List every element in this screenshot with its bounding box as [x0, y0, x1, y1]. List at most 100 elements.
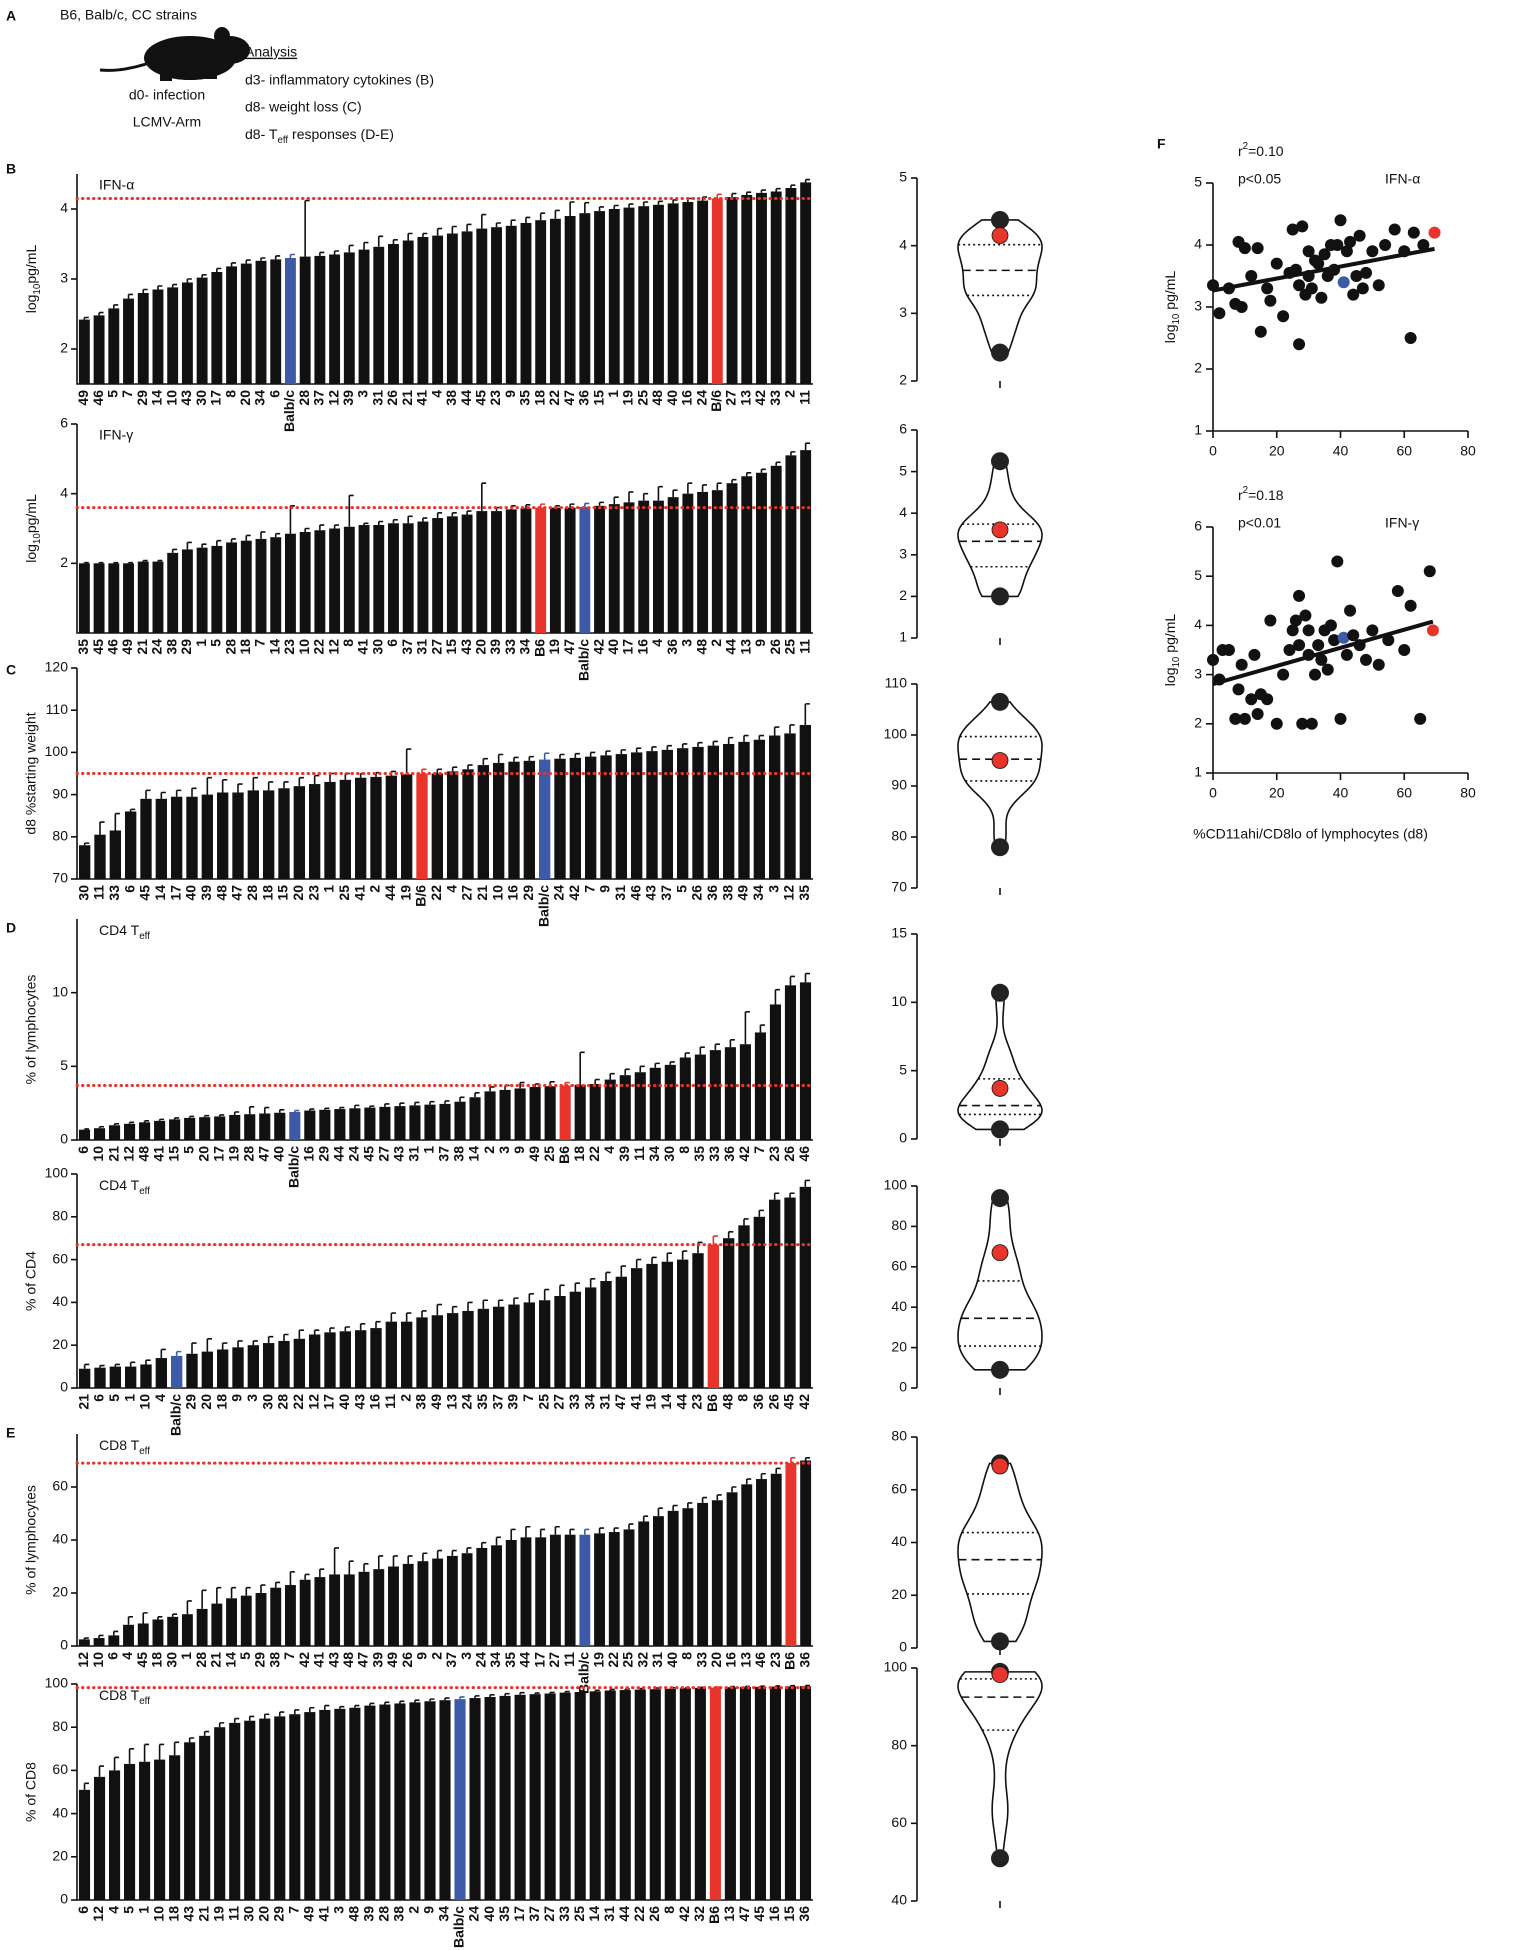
x-tick-label: 40: [481, 1906, 497, 1922]
x-tick-label: 36: [721, 1146, 737, 1162]
mouse-tail: [99, 62, 147, 72]
scatter-point: [1350, 270, 1363, 282]
scatter-point: [1293, 338, 1306, 351]
x-tick-label: 8: [222, 390, 238, 398]
error-bar: [278, 1109, 285, 1113]
bar: [170, 796, 183, 879]
error-bar: [513, 1297, 519, 1305]
x-tick-label: 44: [616, 1906, 632, 1922]
bar: [604, 1079, 616, 1140]
violin-extreme-dot: [991, 210, 1009, 229]
error-bar: [451, 766, 458, 772]
x-tick-label: 7: [119, 390, 135, 398]
bar: [152, 561, 164, 633]
violin-extreme-dot: [991, 587, 1009, 606]
error-bar: [549, 1691, 555, 1694]
error-bar: [313, 774, 320, 785]
error-bar: [399, 1700, 405, 1704]
error-bar: [467, 764, 473, 770]
bar: [574, 1691, 586, 1900]
bar: [339, 1331, 352, 1388]
x-tick-label: 43: [178, 390, 194, 406]
error-bar: [681, 1250, 688, 1260]
error-bar: [482, 1299, 488, 1309]
bar: [646, 1263, 658, 1388]
error-bar: [519, 1691, 525, 1695]
bar: [416, 1317, 428, 1388]
scatter-point: [1340, 245, 1353, 258]
error-bar: [407, 232, 413, 241]
x-tick-label: 8: [676, 1146, 692, 1154]
bar: [385, 1321, 398, 1388]
violin-extreme-dot: [991, 1189, 1009, 1208]
x-tick-label: 26: [646, 1906, 662, 1922]
bar: [78, 1368, 91, 1388]
error-bar: [274, 532, 281, 538]
bar: [400, 774, 413, 879]
error-bar: [429, 1100, 435, 1105]
x-tick-label: 34: [750, 885, 766, 901]
error-bar: [789, 1192, 795, 1198]
bar: [214, 1116, 226, 1140]
bar: [262, 790, 275, 879]
error-bar: [672, 199, 678, 204]
bar: [784, 1197, 796, 1388]
x-tick-label: 25: [634, 390, 650, 406]
bar: [78, 1639, 90, 1646]
bar: [634, 1072, 646, 1140]
violin-highlight-dot: [991, 752, 1009, 769]
error-bar: [605, 1271, 611, 1281]
scatter-point: [1426, 624, 1439, 637]
bar: [638, 1521, 650, 1646]
bar: [559, 1692, 571, 1900]
x-tick-label: 29: [316, 1146, 332, 1162]
x-tick-label: 14: [266, 639, 282, 655]
error-bar: [324, 1704, 330, 1710]
bar: [78, 845, 91, 879]
x-tick-label: 44: [723, 639, 739, 655]
x-tick-label: 5: [208, 639, 224, 647]
x-tick-label: B6: [782, 1652, 798, 1670]
error-bar: [804, 442, 811, 451]
violin-highlight-dot: [991, 227, 1009, 244]
x-tick-label: 23: [305, 885, 321, 901]
bar: [741, 476, 753, 633]
error-bar: [620, 749, 626, 755]
error-bar: [191, 1342, 197, 1354]
x-tick-label: 1: [178, 1652, 194, 1660]
bar: [385, 775, 398, 879]
bar: [289, 1112, 301, 1140]
x-tick-label: 41: [311, 1652, 327, 1668]
x-tick-label: 48: [649, 390, 665, 406]
bar: [274, 1112, 286, 1140]
bar: [579, 1534, 591, 1646]
bar: [505, 225, 517, 384]
error-bar: [293, 1109, 300, 1113]
x-tick-label: 30: [193, 390, 209, 406]
bar: [661, 1261, 674, 1388]
bar: [424, 1701, 436, 1900]
x-tick-label: 20: [1269, 785, 1285, 801]
violin-y-tick-label: 0: [899, 1639, 907, 1655]
scatter-point: [1404, 599, 1417, 612]
error-bar: [344, 1326, 350, 1332]
x-tick-label: 49: [735, 885, 751, 901]
error-bar: [245, 1586, 251, 1596]
error-bar: [543, 1288, 550, 1301]
error-bar: [142, 559, 148, 562]
error-bar: [375, 1320, 381, 1329]
error-bar: [304, 527, 310, 532]
error-bar: [594, 1689, 600, 1692]
x-tick-label: 46: [752, 1652, 768, 1668]
x-tick-label: 10: [137, 1394, 153, 1410]
x-tick-label: 12: [90, 1906, 106, 1922]
x-tick-label: B6: [706, 1906, 722, 1924]
scatter-point: [1238, 242, 1251, 255]
violin-extreme-dot: [991, 343, 1009, 362]
x-tick-label: 45: [361, 1146, 377, 1162]
bar: [284, 258, 296, 384]
violin-y-tick-label: 60: [891, 1258, 907, 1274]
bar: [124, 811, 137, 879]
bar: [491, 1545, 502, 1646]
error-bar: [579, 1051, 585, 1085]
